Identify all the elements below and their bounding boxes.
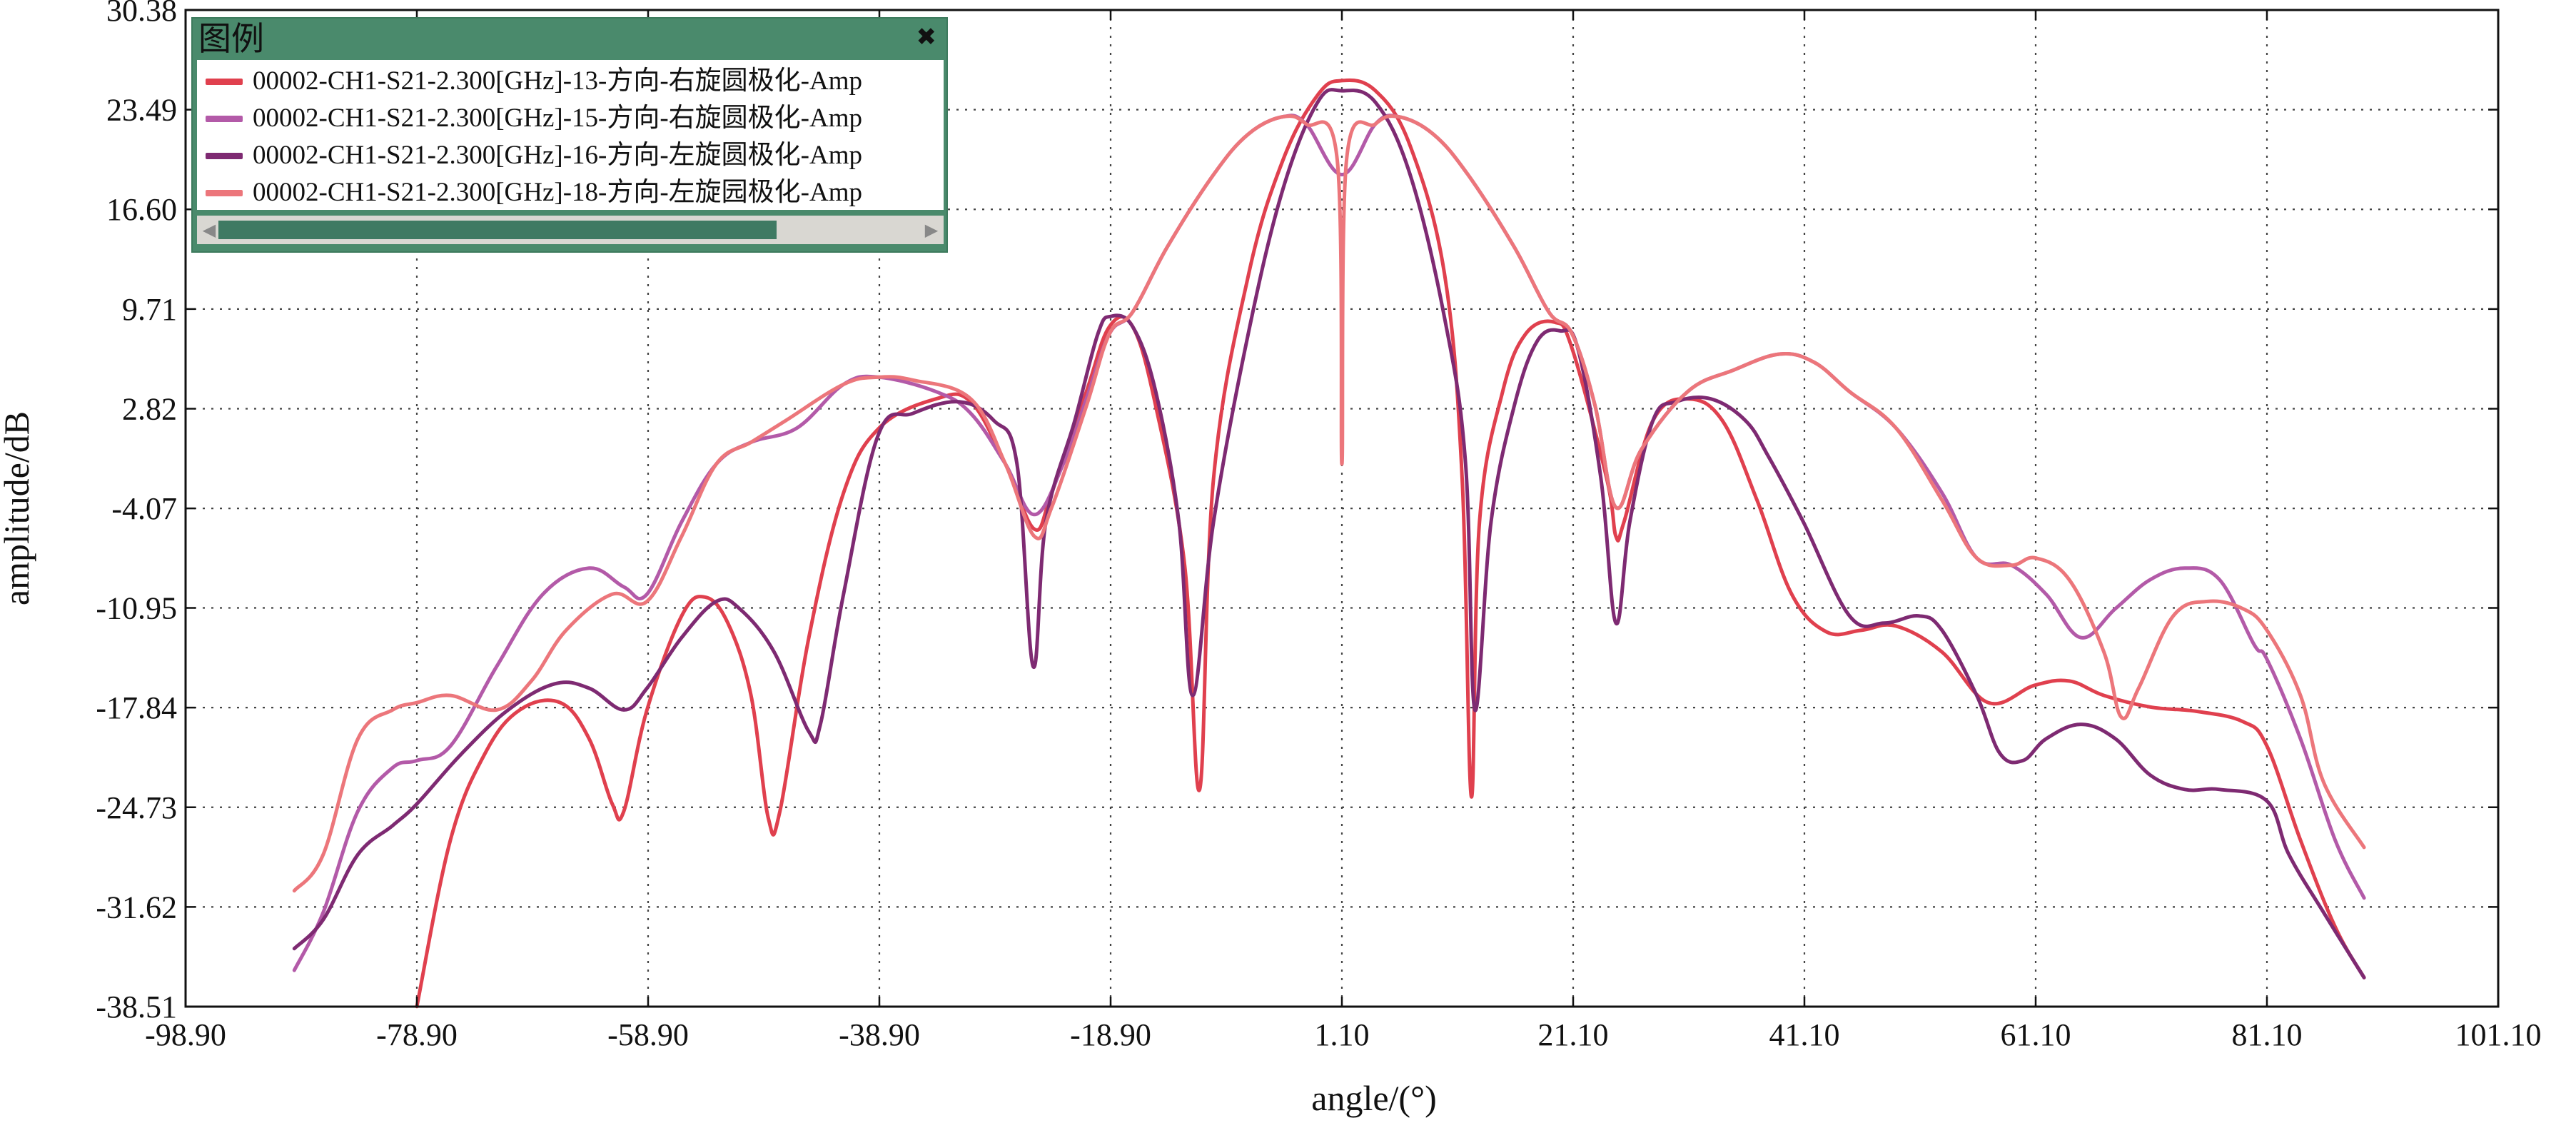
legend-header[interactable]: 图例 ✖ <box>197 19 944 59</box>
x-tick-label: 21.10 <box>1538 1017 1609 1052</box>
y-tick-label: 9.71 <box>122 292 177 327</box>
x-tick-label: -78.90 <box>376 1017 458 1052</box>
y-tick-label: -10.95 <box>96 591 177 626</box>
scroll-left-icon[interactable]: ◀ <box>202 220 216 240</box>
legend-label: 00002-CH1-S21-2.300[GHz]-13-方向-右旋圆极化-Amp <box>253 66 862 96</box>
y-tick-label: 16.60 <box>106 192 177 227</box>
legend-scrollbar[interactable]: ◀ ▶ <box>197 216 944 244</box>
y-tick-labels: 30.38 23.49 16.60 9.71 2.82 -4.07 -10.95 -17.84… <box>96 0 177 1024</box>
x-tick-label: 41.10 <box>1769 1017 1840 1052</box>
x-tick-label: 61.10 <box>2001 1017 2071 1052</box>
y-tick-label: -24.73 <box>96 790 177 825</box>
x-tick-label: -18.90 <box>1070 1017 1151 1052</box>
y-tick-label: 2.82 <box>122 391 177 426</box>
legend-label: 00002-CH1-S21-2.300[GHz]-15-方向-右旋圆极化-Amp <box>253 104 862 133</box>
series-lines <box>292 78 2366 1009</box>
legend-label: 00002-CH1-S21-2.300[GHz]-18-方向-左旋园极化-Amp <box>253 178 862 207</box>
legend-items: 00002-CH1-S21-2.300[GHz]-13-方向-右旋圆极化-Amp… <box>197 60 944 210</box>
x-axis-title: angle/(°) <box>1311 1078 1436 1118</box>
legend-panel[interactable]: 图例 ✖ 00002-CH1-S21-2.300[GHz]-13-方向-右旋圆极… <box>191 17 948 253</box>
y-tick-label: 23.49 <box>106 93 177 128</box>
legend-item[interactable]: 00002-CH1-S21-2.300[GHz]-13-方向-右旋圆极化-Amp <box>197 63 944 100</box>
legend-swatch <box>206 79 243 85</box>
x-tick-label: 1.10 <box>1315 1017 1370 1052</box>
scrollbar-thumb[interactable] <box>218 221 777 239</box>
legend-item[interactable]: 00002-CH1-S21-2.300[GHz]-15-方向-右旋圆极化-Amp <box>197 100 944 137</box>
legend-swatch <box>206 153 243 159</box>
legend-swatch <box>206 116 243 122</box>
series-line-3 <box>292 88 2366 980</box>
legend-item[interactable]: 00002-CH1-S21-2.300[GHz]-16-方向-左旋圆极化-Amp <box>197 137 944 174</box>
x-tick-label: 81.10 <box>2232 1017 2303 1052</box>
legend-label: 00002-CH1-S21-2.300[GHz]-16-方向-左旋圆极化-Amp <box>253 141 862 170</box>
scroll-right-icon[interactable]: ▶ <box>924 220 939 240</box>
y-tick-label: -38.51 <box>96 989 177 1024</box>
x-tick-label: -38.90 <box>839 1017 920 1052</box>
series-line-1 <box>415 78 2366 1009</box>
series-line-4 <box>292 114 2366 893</box>
y-axis-title: amplitude/dB <box>0 411 36 605</box>
y-tick-label: -4.07 <box>111 491 177 526</box>
y-tick-label: 30.38 <box>106 0 177 28</box>
y-tick-label: -31.62 <box>96 890 177 925</box>
legend-title: 图例 <box>198 19 264 58</box>
x-tick-label: 101.10 <box>2455 1017 2542 1052</box>
legend-swatch <box>206 190 243 196</box>
legend-item[interactable]: 00002-CH1-S21-2.300[GHz]-18-方向-左旋园极化-Amp <box>197 174 944 211</box>
x-tick-labels: -98.90 -78.90 -58.90 -38.90 -18.90 1.10 21.10 4… <box>145 1017 2541 1052</box>
x-tick-label: -98.90 <box>145 1017 226 1052</box>
y-tick-label: -17.84 <box>96 690 177 725</box>
close-icon[interactable]: ✖ <box>916 23 937 51</box>
x-tick-label: -58.90 <box>607 1017 689 1052</box>
series-line-2 <box>292 114 2366 972</box>
axis-ticks <box>184 9 2500 1008</box>
